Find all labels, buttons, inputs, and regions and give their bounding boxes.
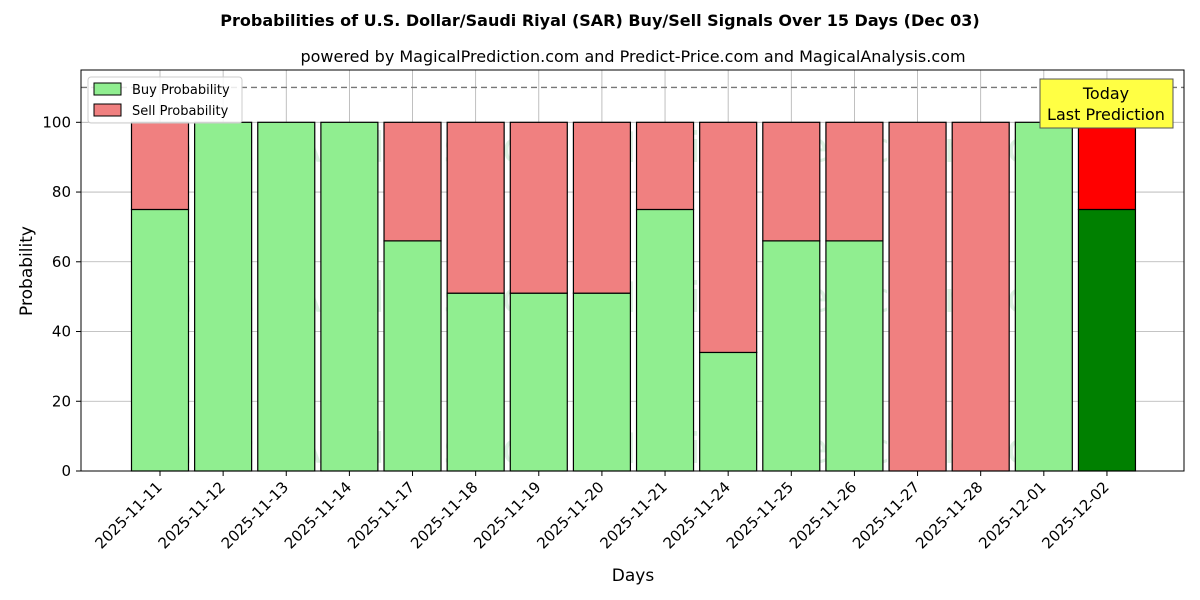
bar-sell-2025-11-18 bbox=[446, 121, 505, 294]
x-tick-label: 2025-11-27 bbox=[849, 478, 923, 552]
x-tick-label: 2025-11-28 bbox=[912, 478, 986, 552]
bar-buy-2025-11-25 bbox=[762, 240, 821, 472]
y-tick-label: 100 bbox=[42, 113, 71, 131]
bar-buy-2025-11-12 bbox=[194, 121, 253, 472]
y-axis-label: Probability bbox=[17, 226, 37, 316]
y-tick-label: 0 bbox=[61, 462, 71, 480]
chart-subtitle: powered by MagicalPrediction.com and Pre… bbox=[300, 47, 965, 66]
bars bbox=[130, 121, 1137, 472]
bar-sell-2025-12-02 bbox=[1077, 121, 1137, 211]
bar-sell-2025-11-21 bbox=[635, 121, 695, 211]
x-tick-label: 2025-11-13 bbox=[218, 478, 292, 552]
y-tick-label: 40 bbox=[52, 323, 71, 341]
today-annotation: Today Last Prediction bbox=[1039, 78, 1174, 129]
bar-sell-2025-11-26 bbox=[825, 121, 884, 242]
legend-swatch-sell bbox=[93, 103, 122, 117]
bar-buy-2025-11-21 bbox=[635, 208, 695, 472]
bar-buy-2025-11-13 bbox=[257, 121, 316, 472]
bar-buy-2025-11-19 bbox=[509, 292, 568, 472]
x-tick-label: 2025-12-02 bbox=[1038, 478, 1112, 552]
bar-sell-2025-11-24 bbox=[699, 121, 758, 354]
legend-swatch-buy bbox=[93, 82, 122, 96]
plot-frame bbox=[80, 69, 1185, 472]
bar-buy-2025-11-18 bbox=[446, 292, 505, 472]
bar-buy-2025-11-26 bbox=[825, 240, 884, 472]
x-tick-label: 2025-11-26 bbox=[786, 478, 860, 552]
x-tick-label: 2025-11-18 bbox=[407, 478, 481, 552]
chart-title: Probabilities of U.S. Dollar/Saudi Riyal… bbox=[220, 11, 979, 30]
x-tick-label: 2025-11-21 bbox=[596, 478, 670, 552]
bar-sell-2025-11-25 bbox=[762, 121, 821, 242]
x-tick-label: 2025-11-24 bbox=[660, 478, 734, 552]
y-tick-label: 60 bbox=[52, 253, 71, 271]
bar-buy-2025-11-20 bbox=[572, 292, 632, 472]
annotation-line-today: Today bbox=[1082, 84, 1129, 103]
x-tick-label: 2025-11-19 bbox=[470, 478, 544, 552]
y-tick-label: 20 bbox=[52, 392, 71, 410]
x-tick-label: 2025-11-20 bbox=[533, 478, 607, 552]
bar-buy-2025-11-11 bbox=[130, 208, 190, 472]
annotation-line-last-prediction: Last Prediction bbox=[1047, 105, 1165, 124]
bar-buy-2025-11-17 bbox=[383, 240, 442, 472]
bar-sell-2025-11-20 bbox=[572, 121, 632, 294]
legend-label-sell: Sell Probability bbox=[132, 104, 229, 119]
x-tick-label: 2025-11-12 bbox=[155, 478, 229, 552]
legend-box bbox=[87, 76, 243, 124]
bar-sell-2025-11-17 bbox=[383, 121, 442, 242]
bar-sell-2025-11-19 bbox=[509, 121, 568, 294]
bar-buy-2025-12-02 bbox=[1077, 208, 1137, 472]
x-tick-label: 2025-12-01 bbox=[975, 478, 1049, 552]
x-tick-label: 2025-11-17 bbox=[344, 478, 418, 552]
legend-label-buy: Buy Probability bbox=[132, 83, 230, 98]
bar-buy-2025-12-01 bbox=[1014, 121, 1073, 472]
x-axis-label: Days bbox=[612, 566, 655, 586]
bar-sell-2025-11-27 bbox=[888, 121, 947, 472]
y-tick-label: 80 bbox=[52, 183, 71, 201]
x-tick-label: 2025-11-25 bbox=[723, 478, 797, 552]
legend: Buy Probability Sell Probability bbox=[87, 76, 243, 124]
x-tick-label: 2025-11-14 bbox=[281, 478, 355, 552]
bar-sell-2025-11-28 bbox=[951, 121, 1010, 472]
annotation-box bbox=[1039, 78, 1174, 129]
bar-buy-2025-11-14 bbox=[320, 121, 379, 472]
bar-sell-2025-11-11 bbox=[130, 121, 190, 211]
x-tick-label: 2025-11-11 bbox=[91, 478, 165, 552]
bar-buy-2025-11-24 bbox=[699, 351, 758, 472]
